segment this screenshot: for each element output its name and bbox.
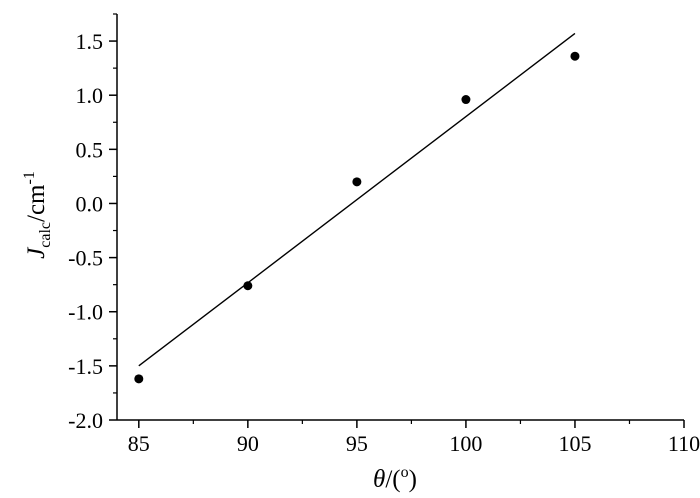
x-tick-label: 100 (449, 431, 482, 456)
y-tick-label: 1.0 (76, 83, 104, 108)
ticks (109, 13, 685, 428)
y-tick-label: -1.5 (68, 354, 103, 379)
y-axis-title-superscript: -1 (21, 171, 38, 184)
y-axis-title-unit: /cm (23, 184, 50, 222)
data-point (352, 177, 362, 187)
x-axis-title-close: ) (409, 466, 417, 493)
y-tick-label: -2.0 (68, 408, 103, 433)
x-tick-label: 110 (668, 431, 700, 456)
x-axis-title-superscript: o (401, 464, 409, 481)
x-axis-title-main: θ (373, 466, 385, 493)
y-tick-label: 1.5 (76, 29, 104, 54)
data-point (461, 95, 471, 105)
data-point (570, 51, 580, 61)
x-tick-label: 85 (128, 431, 150, 456)
fit-line-group (138, 32, 576, 367)
data-points (134, 51, 580, 384)
x-tick-label: 105 (558, 431, 591, 456)
tick-labels: 85 90 95 100 105 110 -2.0 -1.5 -1.0 -0.5 0.0 0.5 1.0… (68, 29, 700, 456)
x-tick-label: 90 (237, 431, 259, 456)
x-axis-title-open: /( (385, 466, 400, 493)
fit-line (138, 32, 576, 367)
data-point (134, 374, 144, 384)
data-point (243, 281, 253, 291)
axes (116, 14, 684, 421)
y-tick-label: -1.0 (68, 300, 103, 325)
y-axis-title-subscript: calc (37, 222, 54, 248)
y-tick-label: 0.5 (76, 137, 104, 162)
y-tick-label: -0.5 (68, 246, 103, 271)
y-tick-label: 0.0 (76, 191, 104, 216)
x-axis-title: θ/(o) (373, 464, 417, 493)
x-tick-label: 95 (346, 431, 368, 456)
y-axis-title-main: J (23, 246, 50, 259)
y-axis-title: Jcalc/cm-1 (21, 171, 54, 259)
